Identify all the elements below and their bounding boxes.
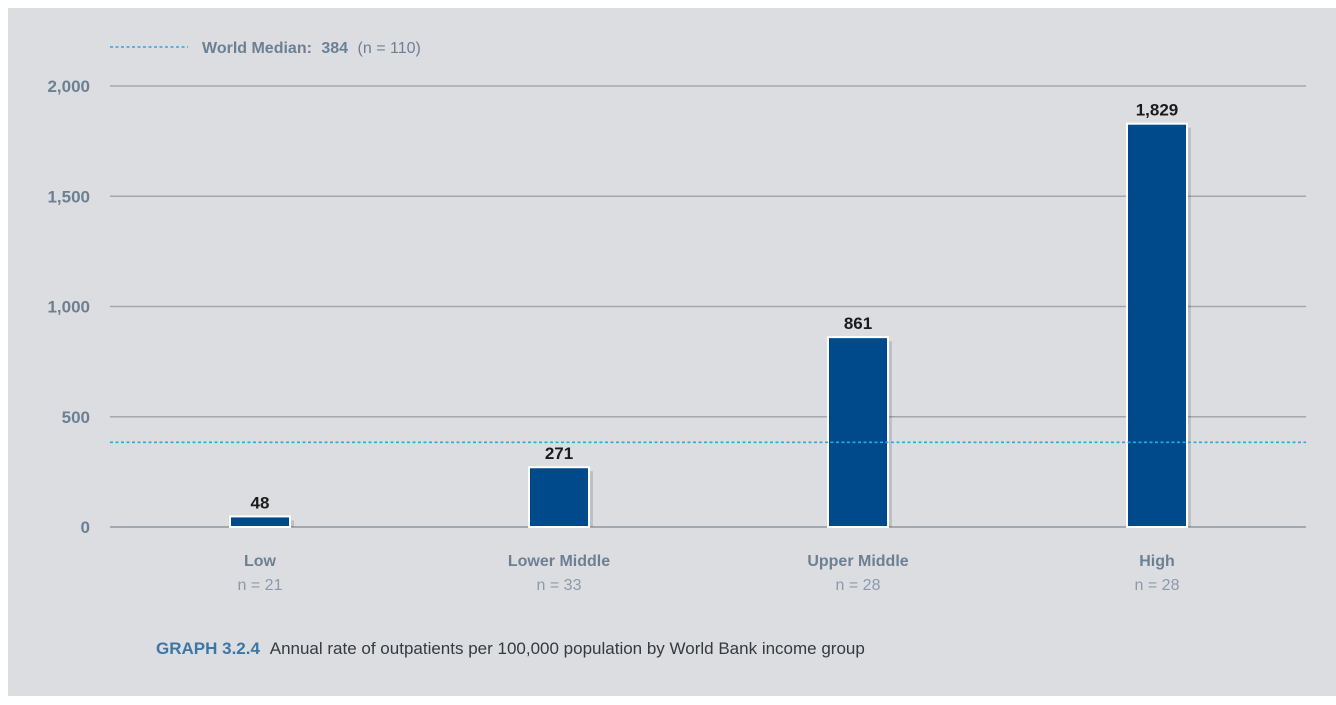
caption-text: Annual rate of outpatients per 100,000 p… (269, 639, 865, 658)
data-label: 48 (251, 493, 270, 512)
data-label: 861 (844, 314, 872, 333)
data-label: 271 (545, 444, 573, 463)
bars: 48 271 861 1,829 (229, 101, 1191, 529)
category-label: High (1139, 553, 1175, 570)
category-n-label: n = 21 (238, 577, 283, 594)
data-label: 1,829 (1136, 101, 1179, 120)
chart-panel: World Median: 384 (n = 110) 0 500 1,000 1,5… (8, 8, 1336, 696)
gridlines (110, 85, 1306, 528)
y-tick-label: 2,000 (47, 77, 90, 96)
caption-label: GRAPH 3.2.4 (156, 639, 260, 658)
y-tick-label: 500 (62, 408, 90, 427)
category-n-label: n = 28 (836, 577, 881, 594)
svg-text:World Median: 384: World Median: 384 (n = 110) (202, 40, 421, 57)
bar (827, 336, 889, 528)
category-label: Low (244, 553, 277, 570)
bar (229, 515, 291, 528)
y-tick-label: 1,000 (47, 298, 90, 317)
category-n-label: n = 28 (1135, 577, 1180, 594)
y-tick-label: 1,500 (47, 187, 90, 206)
legend-median-n: (n = 110) (358, 40, 421, 57)
y-axis-ticks: 0 500 1,000 1,500 2,000 (47, 77, 90, 537)
legend-median-label: World Median: (202, 40, 312, 57)
category-label: Upper Middle (807, 553, 908, 570)
category-n-label: n = 33 (537, 577, 582, 594)
y-tick-label: 0 (81, 518, 90, 537)
legend-median-value: 384 (321, 40, 348, 57)
x-axis-labels: Low n = 21 Lower Middle n = 33 Upper Middle n… (238, 553, 1180, 594)
category-label: Lower Middle (508, 553, 610, 570)
legend: World Median: 384 (n = 110) (110, 40, 421, 57)
bar-chart: World Median: 384 (n = 110) 0 500 1,000 1,5… (47, 40, 1306, 594)
bar (528, 466, 590, 529)
bar (1126, 122, 1188, 528)
figure-caption: GRAPH 3.2.4 Annual rate of outpatients p… (156, 639, 865, 659)
